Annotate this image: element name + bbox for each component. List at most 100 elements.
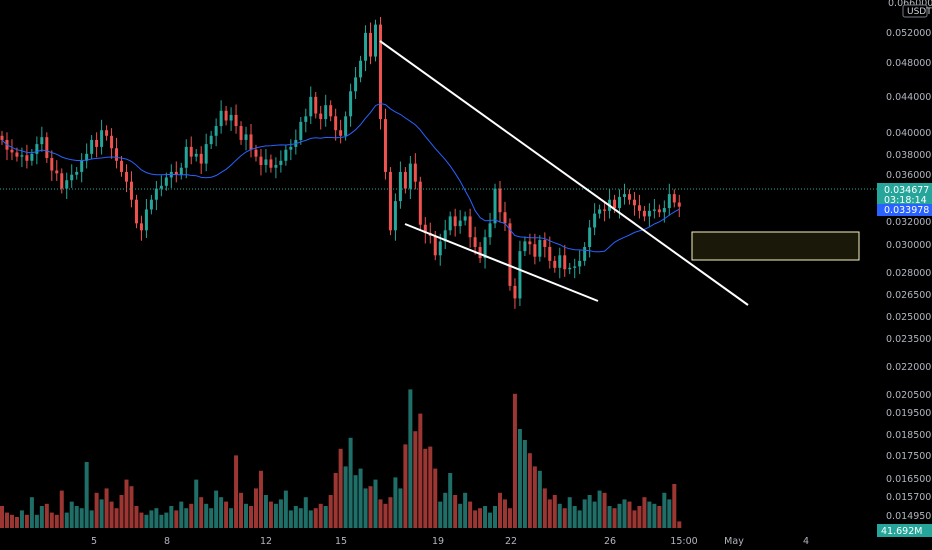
- candle-body: [533, 244, 537, 257]
- volume-bar: [622, 499, 627, 528]
- y-tick-label: 0.020500: [886, 390, 931, 401]
- y-tick-label: 0.030000: [886, 240, 931, 251]
- volume-bar: [313, 508, 318, 528]
- volume-bar: [308, 510, 313, 528]
- candle-body: [254, 149, 258, 157]
- volume-bar: [537, 470, 542, 528]
- volume-bar: [498, 492, 502, 528]
- volume-bar: [24, 514, 29, 528]
- volume-bar: [448, 473, 453, 528]
- volume-bar: [219, 497, 224, 528]
- y-tick-label: 0.044000: [886, 92, 931, 103]
- x-tick-label: 5: [91, 536, 97, 547]
- candle-body: [523, 241, 527, 252]
- candle-body: [448, 216, 452, 231]
- candle-body: [553, 260, 557, 268]
- volume-bar: [29, 497, 34, 528]
- candle-body: [438, 241, 442, 256]
- volume-bar: [139, 512, 144, 528]
- candle-body: [603, 209, 607, 211]
- candle-body: [110, 135, 114, 149]
- candle-body: [314, 96, 318, 114]
- candle-body: [184, 146, 188, 168]
- y-tick-label: 0.017500: [886, 451, 931, 462]
- candle-body: [618, 196, 622, 209]
- y-tick-label: 0.026500: [886, 290, 931, 301]
- candle-body: [214, 126, 218, 136]
- x-tick-label: 4: [803, 536, 809, 547]
- volume-bar: [488, 512, 493, 528]
- volume-bar: [64, 512, 69, 528]
- candle-body: [578, 260, 582, 267]
- volume-bar: [253, 488, 258, 528]
- volume-bar: [244, 503, 249, 528]
- volume-bar: [383, 503, 388, 528]
- volume-bar: [179, 501, 184, 528]
- volume-bar: [473, 510, 478, 528]
- volume-bars: [0, 389, 682, 528]
- y-tick-label: 0.040000: [886, 128, 931, 139]
- candle-body: [70, 174, 74, 181]
- volume-bar: [627, 501, 632, 528]
- candle-body: [558, 255, 562, 268]
- volume-bar: [234, 455, 239, 528]
- volume-bar: [343, 466, 348, 528]
- volume-bar: [667, 499, 672, 528]
- volume-bar: [14, 517, 19, 528]
- x-tick-label: 8: [164, 536, 170, 547]
- price-axis[interactable]: 0.066000 0.0520000.0480000.0440000.04000…: [886, 0, 932, 522]
- currency-badge[interactable]: USDT: [902, 4, 932, 18]
- candle-body: [30, 153, 34, 161]
- volume-bar: [54, 514, 59, 528]
- volume-bar: [478, 508, 483, 528]
- candle-body: [40, 137, 44, 145]
- candle-body: [115, 148, 119, 161]
- candle-body: [583, 246, 587, 261]
- volume-bar: [283, 490, 288, 528]
- candle-body: [493, 188, 497, 224]
- volume-bar: [577, 510, 582, 528]
- candle-body: [134, 199, 138, 224]
- volume-bar: [562, 508, 567, 528]
- candle-body: [563, 255, 567, 270]
- volume-bar: [338, 448, 343, 528]
- volume-bar: [557, 503, 562, 528]
- volume-bar: [249, 506, 253, 528]
- volume-bar: [214, 490, 219, 528]
- y-tick-label: 0.028000: [886, 268, 931, 279]
- candle-body: [672, 194, 676, 203]
- ma-value: 0.033978: [884, 205, 929, 216]
- candle-body: [354, 77, 358, 92]
- candle-body: [468, 216, 472, 238]
- volume-bar: [34, 514, 39, 528]
- candle-body: [662, 208, 666, 213]
- candle-body: [35, 144, 39, 154]
- volume-bar: [209, 508, 214, 528]
- candle-body: [538, 240, 542, 257]
- candle-body: [458, 220, 462, 227]
- volume-bar: [662, 492, 667, 528]
- candle-body: [677, 202, 681, 207]
- candle-body: [249, 134, 253, 150]
- volume-bar: [637, 506, 642, 528]
- volume-bar: [388, 497, 393, 528]
- candle-body: [20, 155, 24, 157]
- candle-body: [209, 135, 213, 145]
- candle-body: [179, 167, 183, 175]
- volume-bar: [612, 508, 617, 528]
- candle-body: [623, 194, 626, 197]
- candle-body: [90, 139, 94, 154]
- volume-bar: [134, 506, 139, 528]
- candle-body: [349, 91, 353, 117]
- volume-bar: [443, 492, 448, 528]
- candle-body: [289, 146, 293, 150]
- y-tick-label: 0.032000: [886, 217, 931, 228]
- candle-body: [364, 32, 368, 61]
- time-axis[interactable]: 5 8 12 15 19 22 26 15:00 May 4: [91, 536, 809, 547]
- volume-bar: [109, 501, 114, 528]
- volume-bar: [144, 514, 149, 528]
- candle-body: [627, 194, 631, 200]
- volume-bar: [677, 521, 682, 528]
- volume-bar: [104, 488, 109, 528]
